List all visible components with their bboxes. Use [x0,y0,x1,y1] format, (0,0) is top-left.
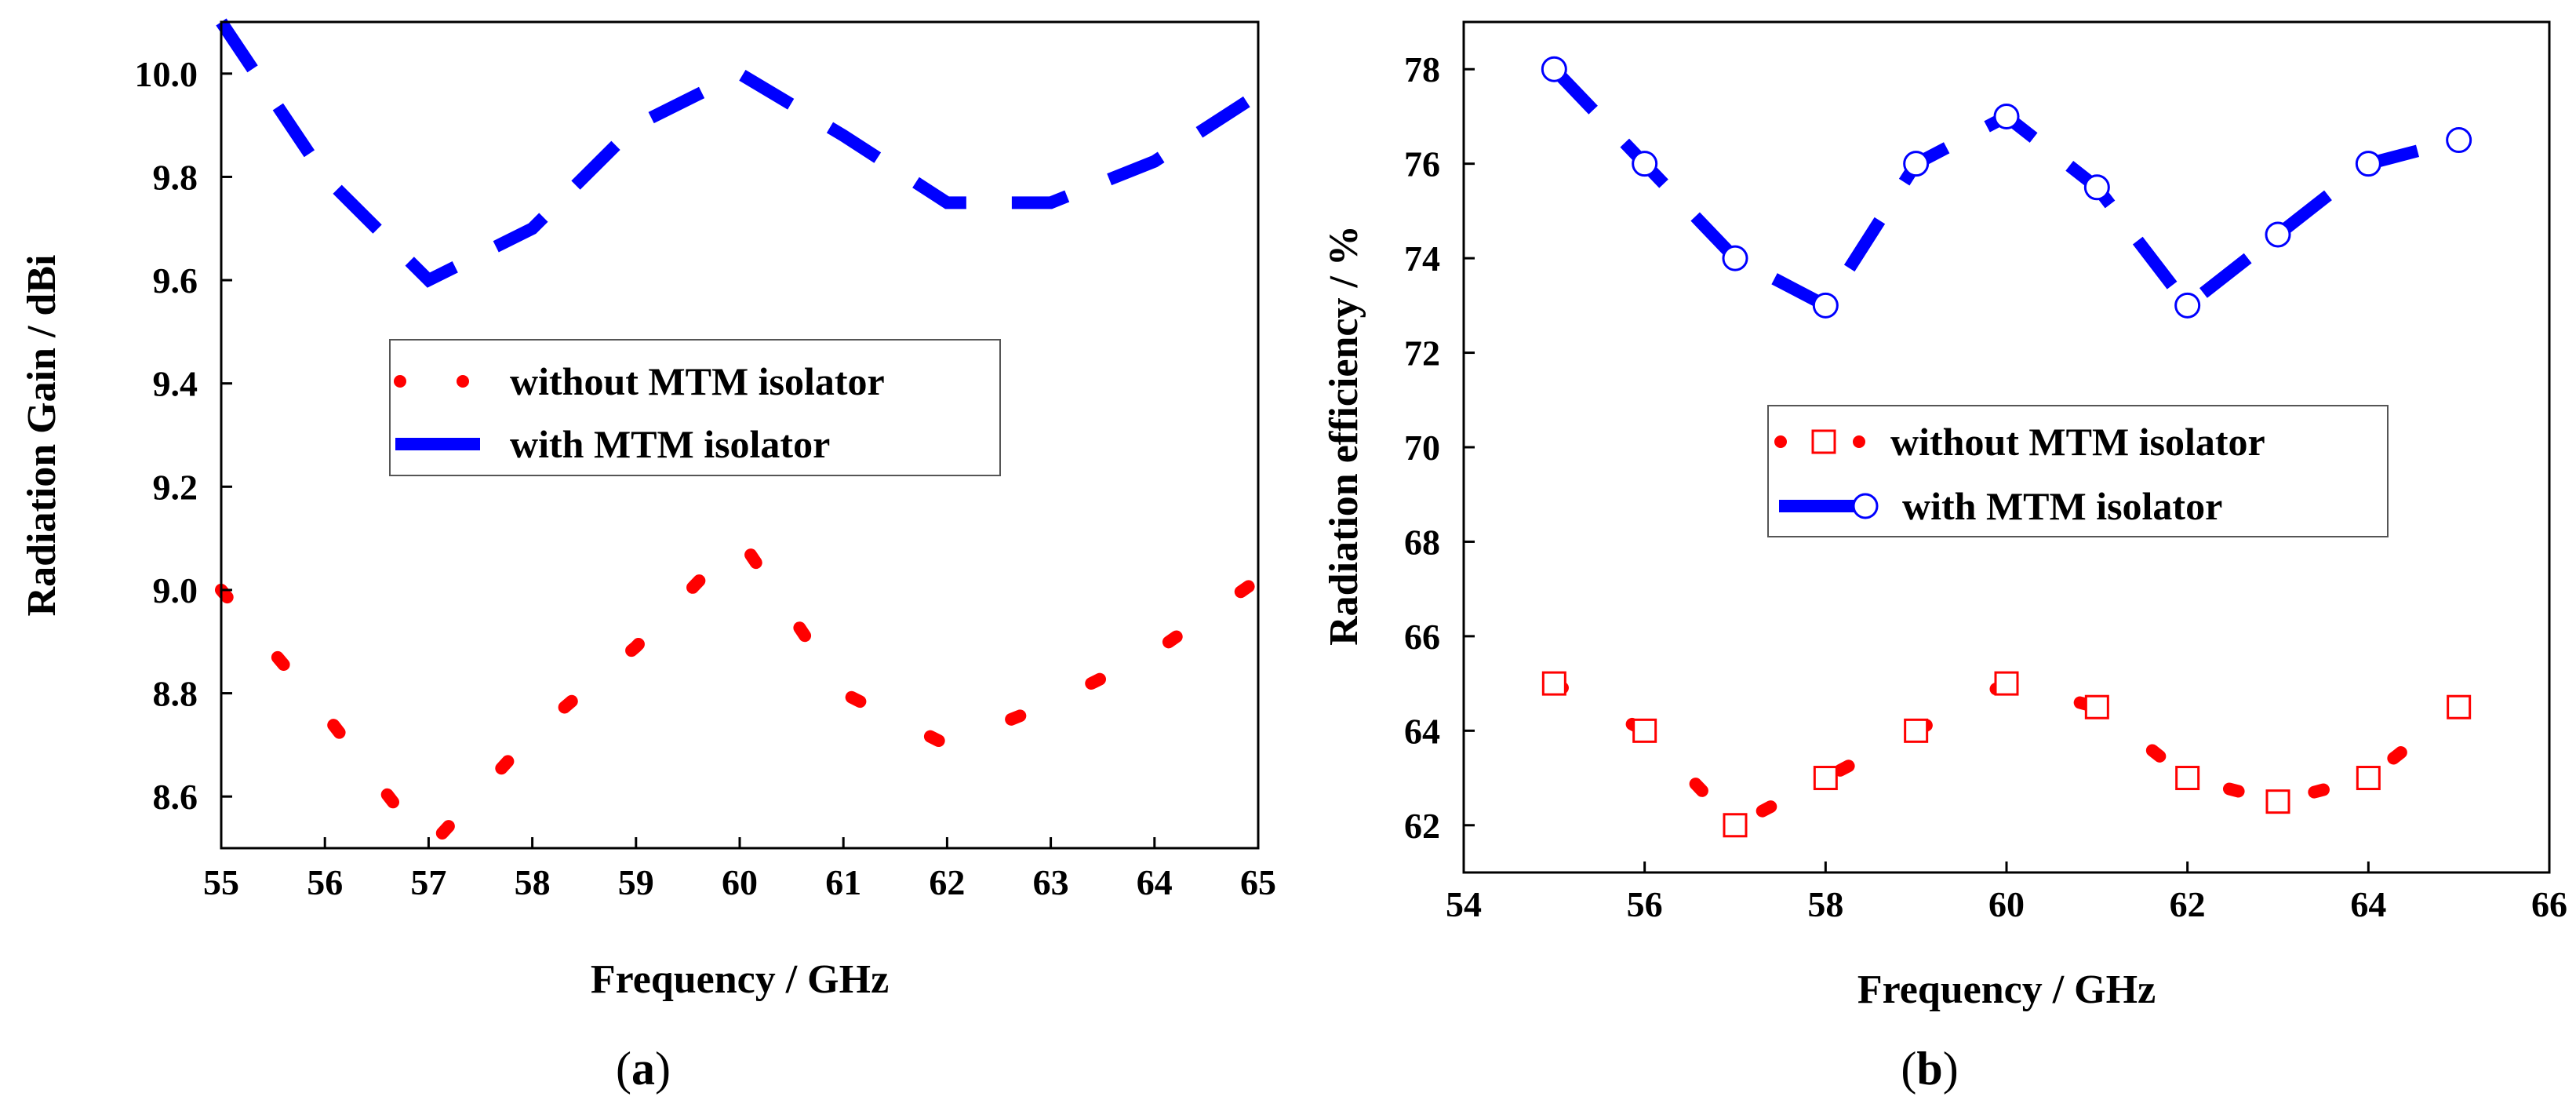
panel-a-x-tick-label: 55 [203,862,239,902]
panel-b-x-tick-label: 60 [1988,884,2025,924]
panel-b-data-point-with-mtm [1541,56,1567,82]
panel-b-legend-marker-with [1852,493,1879,519]
panel-a-x-tick-label: 56 [307,862,343,902]
panel-b-y-tick-label: 78 [1404,49,1440,89]
panel-b-y-tick-label: 62 [1404,806,1440,846]
panel-b-data-point-without-mtm [2447,694,2472,719]
panel-a-y-tick-label: 8.6 [153,777,198,817]
panel-a-x-tick-label: 58 [515,862,551,902]
panel-a-x-tick-label: 57 [410,862,446,902]
panel-a-y-tick-label: 9.2 [153,467,198,507]
panel-b-data-point-without-mtm [1904,718,1929,743]
panel-b-data-point-with-mtm [1722,245,1748,271]
panel-a-y-tick-label: 10.0 [135,54,198,94]
panel-b-legend-label-with: with MTM isolator [1902,484,2222,528]
panel-b-data-point-without-mtm [2356,766,2381,791]
panel-a-legend-label-with: with MTM isolator [510,422,830,466]
panel-b-y-tick-label: 68 [1404,522,1440,562]
panel-b-x-tick-label: 54 [1446,884,1482,924]
panel-b-x-tick-label: 64 [2350,884,2386,924]
panel-b-y-tick-label: 70 [1404,428,1440,468]
panel-a-x-tick-label: 65 [1240,862,1276,902]
panel-b-data-point-without-mtm [1723,813,1748,838]
panel-a-x-tick-label: 61 [825,862,861,902]
panel-a-x-tick-label: 64 [1137,862,1173,902]
panel-a-y-axis-title: Radiation Gain / dBi [20,255,64,617]
panel-a-y-ticks: 8.6 8.8 9.0 9.2 9.4 9.6 9.8 10.0 [135,54,232,817]
panel-a-x-tick-label: 60 [722,862,758,902]
panel-b-data-point-without-mtm [1813,766,1838,791]
panel-b-data-point-with-mtm [2083,174,2110,201]
panel-b-y-tick-label: 64 [1404,711,1440,751]
chart-panel-b: 54 56 58 60 62 64 66 62 64 66 68 70 72 74 76 78 Freque… [1322,20,2567,1095]
panel-a-y-tick-label: 9.0 [153,570,198,610]
panel-a-x-axis-title: Frequency / GHz [591,957,889,1002]
panel-a-legend-box [389,339,1001,476]
panel-b-x-tick-label: 62 [2170,884,2206,924]
panel-b-data-point-without-mtm [2175,766,2200,791]
panel-a-legend: without MTM isolator with MTM isolator [389,339,1001,476]
panel-b-data-point-without-mtm [2084,694,2109,719]
panel-b-data-point-with-mtm [1812,292,1839,319]
panel-b-y-tick-label: 72 [1404,333,1440,373]
panel-b-legend: without MTM isolator with MTM isolator [1767,405,2389,537]
panel-a-x-tick-label: 59 [618,862,654,902]
chart-panel-a: 55 56 57 58 59 60 61 62 63 64 65 8.6 8.8 9.0 9.2 9.4 9.… [20,18,1276,1095]
panel-b-x-tick-label: 66 [2531,884,2567,924]
panel-b-data-point-without-mtm [1994,671,2019,696]
panel-b-data-point-with-mtm [1993,103,2020,129]
panel-b-y-tick-label: 66 [1404,617,1440,657]
panel-a-x-ticks: 55 56 57 58 59 60 61 62 63 64 65 [203,837,1276,902]
panel-b-legend-label-without: without MTM isolator [1890,420,2265,464]
panel-b-y-tick-label: 76 [1404,144,1440,184]
panel-b-data-point-with-mtm [2446,127,2472,154]
panel-b-data-point-with-mtm [1632,151,1658,177]
panel-a-x-tick-label: 62 [929,862,965,902]
panel-b-y-axis-title: Radiation efficiency / % [1322,225,1366,646]
panel-a-x-tick-label: 63 [1033,862,1069,902]
panel-b-x-axis-title: Frequency / GHz [1857,967,2156,1012]
panel-b-x-tick-label: 58 [1807,884,1843,924]
panel-b-y-tick-label: 74 [1404,239,1440,279]
panel-a-legend-label-without: without MTM isolator [510,359,885,403]
panel-b-y-ticks: 62 64 66 68 70 72 74 76 78 [1404,49,1475,846]
panel-b-data-point-with-mtm [2355,151,2381,177]
panel-a-y-tick-label: 8.8 [153,674,198,714]
panel-b-data-point-without-mtm [2265,789,2290,814]
panel-a-caption-letter: a [631,1043,655,1095]
panel-b-data-point-with-mtm [1903,151,1930,177]
panel-a-y-tick-label: 9.6 [153,260,198,301]
panel-b-data-point-with-mtm [2265,221,2291,248]
panel-b-x-ticks: 54 56 58 60 62 64 66 [1446,861,2567,924]
panel-b-caption-letter: b [1916,1043,1942,1095]
panel-a-y-tick-label: 9.8 [153,157,198,197]
panel-b-marks [1541,56,2472,838]
panel-a-y-tick-label: 9.4 [153,364,198,404]
panel-b-x-tick-label: 56 [1627,884,1663,924]
panel-a-caption: (a) [616,1043,671,1095]
panel-b-caption: (b) [1901,1043,1958,1095]
panel-b-data-point-without-mtm [1541,671,1566,696]
panel-b-legend-marker-without [1811,429,1836,454]
panel-b-data-point-without-mtm [1632,718,1657,743]
panel-b-data-point-with-mtm [2174,292,2201,319]
